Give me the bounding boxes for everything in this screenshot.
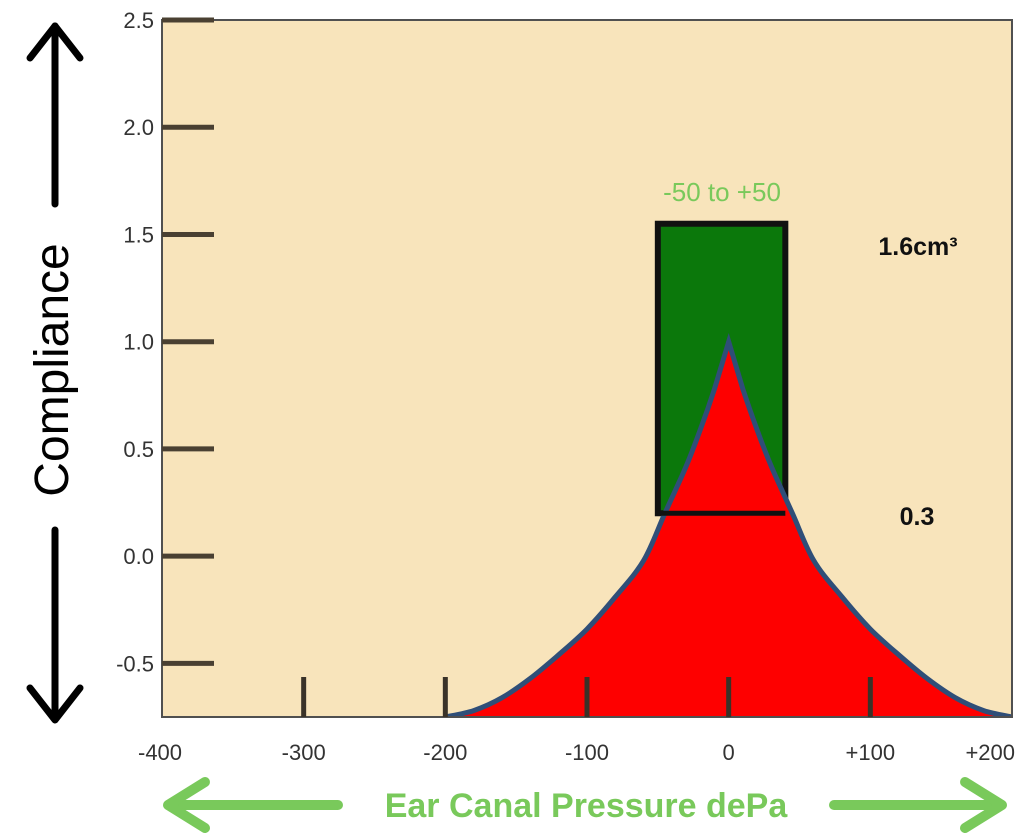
y-tick-label: 2.0 <box>123 115 154 140</box>
y-axis-double-arrow-icon <box>26 22 84 724</box>
x-tick-label: +100 <box>846 740 896 765</box>
lower-limit-label: 0.3 <box>900 503 935 531</box>
y-axis-ticks: 2.5 2.0 1.5 1.0 0.5 0.0 -0.5 <box>116 8 214 676</box>
y-axis-label: Compliance <box>26 243 79 496</box>
normal-range-label: -50 to +50 <box>663 177 781 207</box>
y-tick-label: 2.5 <box>123 8 154 33</box>
x-axis-label: Ear Canal Pressure dePa <box>385 787 789 825</box>
x-tick-label: -400 <box>138 740 182 765</box>
upper-limit-label: 1.6cm³ <box>878 233 957 261</box>
y-tick-label: 1.0 <box>123 330 154 355</box>
compliance-curve-fill <box>445 341 1012 717</box>
plot-area <box>162 20 1012 717</box>
y-tick-label: 0.5 <box>123 437 154 462</box>
x-tick-label: -200 <box>423 740 467 765</box>
x-axis-double-arrow-icon <box>163 777 1007 833</box>
x-tick-label: +200 <box>965 740 1015 765</box>
x-tick-label: -300 <box>282 740 326 765</box>
y-tick-label: 0.0 <box>123 544 154 569</box>
y-tick-label: -0.5 <box>116 651 154 676</box>
x-tick-label: -100 <box>565 740 609 765</box>
x-axis-ticks: -400 -300 -200 -100 0 +100 +200 <box>138 677 1015 765</box>
x-tick-label: 0 <box>723 740 735 765</box>
y-tick-label: 1.5 <box>123 222 154 247</box>
compliance-curve-line <box>444 332 1012 717</box>
